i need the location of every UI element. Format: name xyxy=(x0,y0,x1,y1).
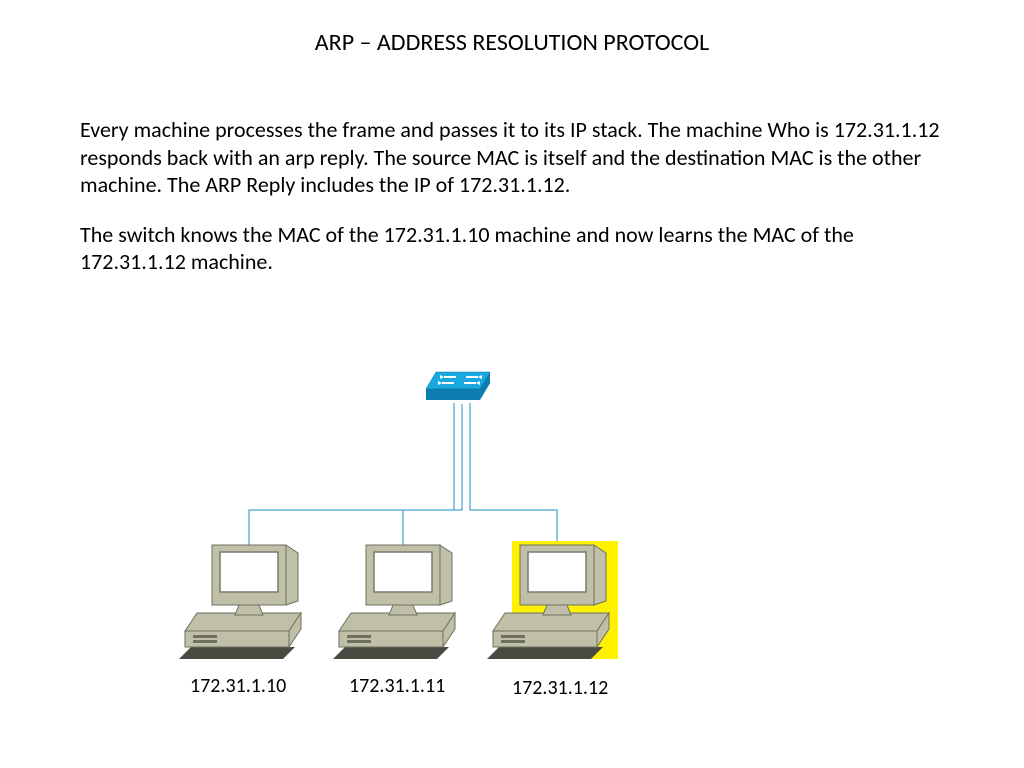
computer-icon xyxy=(179,539,301,659)
computers-group xyxy=(179,539,618,659)
slide: ARP – ADDRESS RESOLUTION PROTOCOL Every … xyxy=(0,0,1024,768)
ip-label: 172.31.1.12 xyxy=(512,676,608,700)
computer-icon xyxy=(487,539,618,659)
cables-group xyxy=(249,403,557,545)
switch-icon xyxy=(426,372,490,400)
ip-label: 172.31.1.11 xyxy=(349,674,445,698)
computer-icon xyxy=(333,539,455,659)
ip-label: 172.31.1.10 xyxy=(190,674,286,698)
network-diagram xyxy=(0,0,1024,768)
